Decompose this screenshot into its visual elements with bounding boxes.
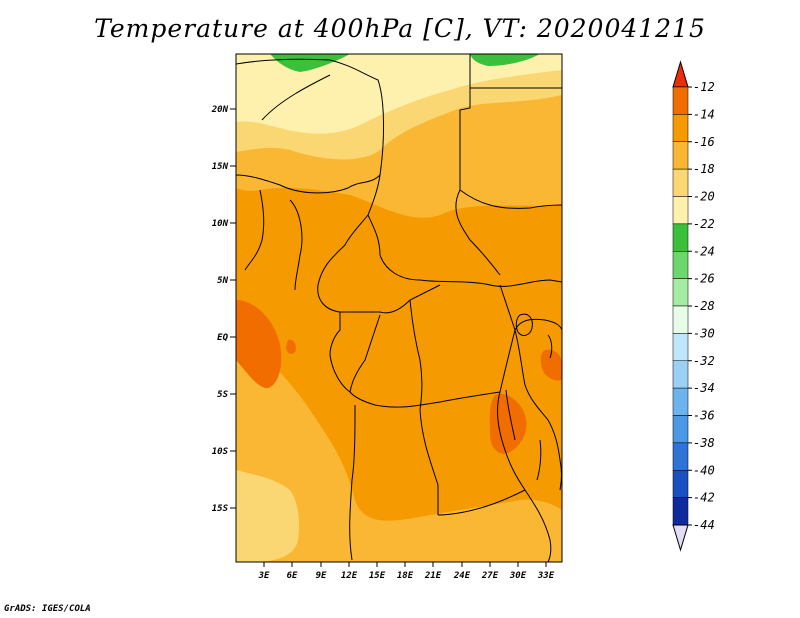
lat-label-15n: 15N bbox=[212, 162, 229, 172]
lon-label-15e: 15E bbox=[369, 571, 386, 581]
lon-label-9e: 9E bbox=[316, 571, 327, 581]
lat-label-10n: 10N bbox=[212, 219, 229, 229]
colorbar-swatch bbox=[672, 86, 689, 115]
colorbar-swatch bbox=[672, 415, 689, 444]
colorbar-swatch bbox=[672, 470, 689, 498]
colorbar-swatch bbox=[672, 387, 689, 416]
colorbar-swatch bbox=[672, 305, 689, 334]
colorbar-label: -12 bbox=[693, 80, 715, 94]
band-minus-14-spot bbox=[286, 339, 296, 354]
band-minus-14-west bbox=[236, 300, 282, 389]
colorbar-label: -36 bbox=[693, 409, 715, 423]
map-frame bbox=[235, 53, 563, 563]
colorbar-label: -42 bbox=[693, 491, 715, 505]
colorbar-label: -22 bbox=[693, 217, 715, 231]
band-minus-20-north bbox=[236, 54, 562, 134]
colorbar-swatch bbox=[672, 141, 689, 170]
footer-credit: GrADS: IGES/COLA bbox=[4, 604, 91, 614]
band-minus-22-north bbox=[270, 54, 540, 72]
lon-label-3e: 3E bbox=[258, 571, 270, 581]
map-title: Temperature at 400hPa [C], VT: 202004121… bbox=[94, 14, 706, 43]
lon-label-18e: 18E bbox=[397, 571, 414, 581]
colorbar-label: -40 bbox=[693, 463, 715, 477]
colorbar-label: -28 bbox=[693, 299, 715, 313]
colorbar-top-triangle bbox=[672, 60, 689, 88]
band-minus-14-east bbox=[489, 393, 527, 454]
lakes bbox=[505, 313, 553, 481]
colorbar-label: -38 bbox=[693, 436, 715, 450]
band-minus-16-south bbox=[236, 330, 562, 562]
colorbar-swatch bbox=[672, 442, 689, 471]
lat-label-15s: 15S bbox=[212, 504, 229, 514]
lat-label-5s: 5S bbox=[217, 390, 228, 400]
colorbar-swatch bbox=[672, 278, 689, 307]
colorbar-swatch bbox=[672, 114, 689, 142]
colorbar-swatch bbox=[672, 360, 689, 389]
colorbar-label: -24 bbox=[693, 244, 715, 258]
colorbar-label: -18 bbox=[693, 162, 715, 176]
lon-label-24e: 24E bbox=[453, 571, 471, 581]
colorbar-label: -30 bbox=[693, 326, 715, 340]
colorbar-swatch bbox=[672, 251, 689, 279]
lat-label-10s: 10S bbox=[212, 447, 229, 457]
colorbar-label: -44 bbox=[693, 518, 715, 532]
lat-label-eq: EQ bbox=[217, 333, 228, 343]
colorbar-label: -32 bbox=[693, 354, 715, 368]
colorbar-swatch bbox=[672, 497, 689, 526]
lon-label-27e: 27E bbox=[481, 571, 499, 581]
band-minus-14-east-small bbox=[540, 349, 562, 381]
lon-label-33e: 33E bbox=[537, 571, 555, 581]
colorbar-label: -26 bbox=[693, 272, 715, 286]
country-borders bbox=[236, 54, 562, 562]
lon-label-12e: 12E bbox=[341, 571, 358, 581]
colorbar-swatch bbox=[672, 168, 689, 197]
colorbar-bottom-triangle bbox=[672, 524, 689, 552]
colorbar-label: -34 bbox=[693, 381, 715, 395]
colorbar-label: -14 bbox=[693, 107, 715, 121]
colorbar-swatch bbox=[672, 223, 689, 252]
latitude-axis: 20N 15N 10N 5N EQ 5S 10S 15S bbox=[211, 105, 236, 514]
temperature-field bbox=[236, 54, 562, 562]
colorbar-swatch bbox=[672, 196, 689, 225]
lat-label-20n: 20N bbox=[211, 105, 229, 115]
colorbar-swatch bbox=[672, 333, 689, 361]
colorbar-label: -16 bbox=[693, 135, 715, 149]
colorbar: -12 -14 -16 -18 -20 -22 -24 -26 -28 -30 -32 -34 -36 -… bbox=[672, 60, 715, 552]
lon-label-30e: 30E bbox=[509, 571, 527, 581]
band-minus-18-south bbox=[236, 470, 300, 562]
lon-label-21e: 21E bbox=[424, 571, 442, 581]
colorbar-label: -20 bbox=[693, 190, 715, 204]
lat-label-5n: 5N bbox=[217, 276, 228, 286]
lon-label-6e: 6E bbox=[287, 571, 298, 581]
longitude-axis: 3E 6E 9E 12E 15E 18E 21E 24E 27E 30E 33E bbox=[258, 562, 555, 581]
